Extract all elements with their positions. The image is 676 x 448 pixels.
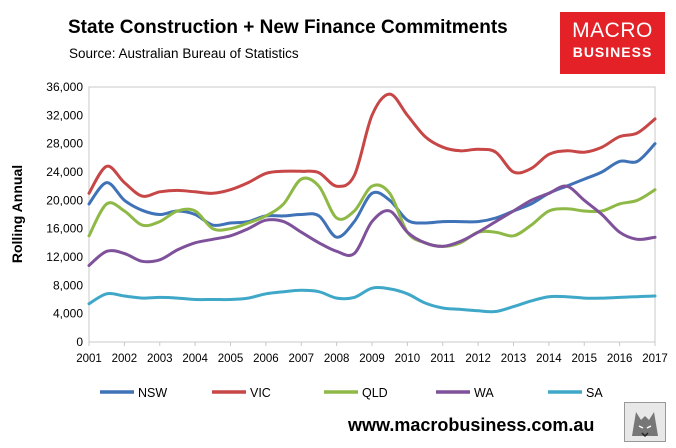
chart-title: State Construction + New Finance Commitm… xyxy=(68,17,508,38)
footer-url[interactable]: www.macrobusiness.com.au xyxy=(348,415,595,435)
legend-label-sa: SA xyxy=(586,386,603,400)
x-tick-label: 2003 xyxy=(147,353,173,365)
x-tick-label: 2014 xyxy=(536,353,562,365)
x-axis: 2001 2002 2003 2004 2005 2006 2007 2008 2009 2010… xyxy=(76,342,668,365)
y-tick-label: 4,000 xyxy=(53,307,83,321)
x-tick-label: 2006 xyxy=(253,353,279,365)
x-tick-label: 2013 xyxy=(501,353,527,365)
legend-label-wa: WA xyxy=(474,386,494,400)
series-line-wa xyxy=(87,184,657,267)
legend-label-qld: QLD xyxy=(362,386,388,400)
x-tick-label: 2010 xyxy=(395,353,421,365)
y-tick-label: 20,000 xyxy=(46,193,83,207)
x-tick-label: 2002 xyxy=(112,353,138,365)
series-lines xyxy=(87,92,657,314)
y-tick-label: 24,000 xyxy=(46,165,83,179)
y-tick-label: 32,000 xyxy=(46,108,83,122)
x-tick-label: 2005 xyxy=(218,353,244,365)
y-tick-label: 12,000 xyxy=(46,250,83,264)
series-line-vic xyxy=(87,92,657,198)
y-axis: 0 4,000 8,000 12,000 16,000 20,000 24,000 28,00… xyxy=(46,80,83,349)
x-tick-label: 2011 xyxy=(430,353,455,365)
y-axis-label: Rolling Annual xyxy=(9,165,25,263)
x-tick-label: 2012 xyxy=(465,353,491,365)
y-tick-label: 8,000 xyxy=(53,278,83,292)
legend-label-nsw: NSW xyxy=(138,386,167,400)
wolf-logo-icon xyxy=(624,402,666,442)
x-tick-label: 2008 xyxy=(324,353,350,365)
chart-subtitle: Source: Australian Bureau of Statistics xyxy=(69,46,299,61)
macro-business-logo[interactable]: MACRO BUSINESS xyxy=(560,12,665,74)
logo-line1: MACRO xyxy=(572,19,653,42)
x-tick-label: 2001 xyxy=(76,353,102,365)
series-line-sa xyxy=(87,286,657,314)
x-tick-label: 2016 xyxy=(607,353,633,365)
y-tick-label: 0 xyxy=(76,335,83,349)
plot-area-border xyxy=(88,86,656,343)
series-line-qld xyxy=(87,176,657,248)
x-tick-label: 2009 xyxy=(359,353,385,365)
x-tick-label: 2015 xyxy=(571,353,597,365)
legend-label-vic: VIC xyxy=(250,386,271,400)
y-tick-label: 16,000 xyxy=(46,222,83,236)
x-tick-label: 2007 xyxy=(288,353,314,365)
x-tick-label: 2017 xyxy=(642,353,668,365)
y-tick-label: 28,000 xyxy=(46,137,83,151)
legend: NSW VIC QLD WA SA xyxy=(100,386,603,400)
logo-line2: BUSINESS xyxy=(572,44,653,60)
x-tick-label: 2004 xyxy=(182,353,208,365)
y-tick-label: 36,000 xyxy=(46,80,83,94)
